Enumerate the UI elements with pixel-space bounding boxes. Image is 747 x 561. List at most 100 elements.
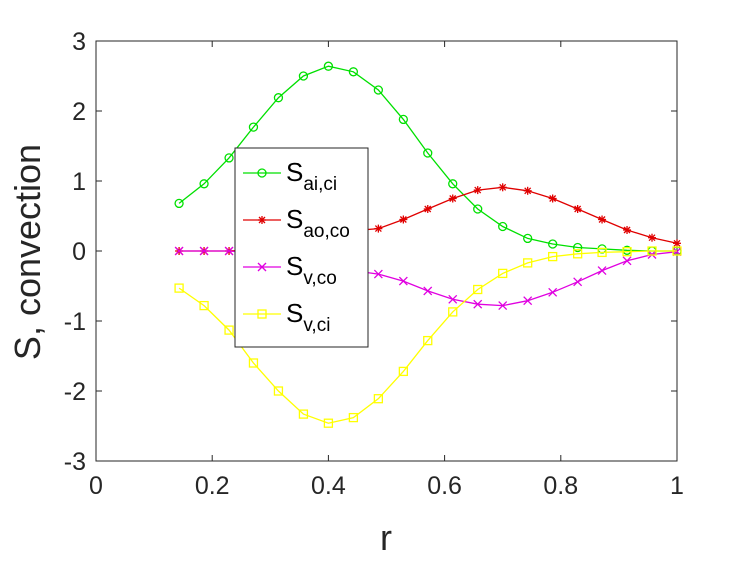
marker-square	[672, 246, 682, 256]
marker-circle	[199, 179, 209, 189]
data-point	[174, 198, 184, 209]
marker-square	[199, 300, 209, 311]
data-point	[572, 249, 583, 259]
data-point	[174, 246, 184, 256]
marker-circle	[248, 122, 259, 132]
data-point	[523, 186, 532, 195]
x-tick-label: 0.8	[543, 472, 578, 500]
x-tick-label: 0.6	[427, 472, 462, 500]
data-point	[348, 412, 359, 423]
marker-circle	[548, 239, 558, 249]
marker-asterisk-stroke	[374, 225, 382, 233]
marker-square	[323, 418, 334, 428]
data-point	[248, 358, 259, 368]
data-point	[523, 296, 533, 306]
marker-asterisk-stroke	[424, 205, 432, 213]
data-point	[199, 300, 209, 311]
data-point	[258, 216, 266, 224]
data-point	[273, 93, 284, 103]
data-point	[348, 67, 359, 77]
marker-x-stroke	[373, 269, 383, 279]
legend-label: Sao,co	[286, 204, 350, 242]
data-point	[448, 294, 458, 304]
marker-circle	[423, 148, 433, 158]
data-point	[323, 61, 334, 71]
marker-circle	[224, 153, 234, 163]
data-point	[622, 247, 632, 257]
data-point	[548, 239, 558, 249]
data-point	[473, 284, 483, 295]
data-point	[622, 256, 632, 266]
data-point	[548, 194, 557, 203]
series-line	[178, 65, 677, 252]
data-point	[398, 276, 408, 286]
marker-circle	[398, 114, 408, 125]
x-tick-label: 0.2	[195, 472, 230, 500]
x-tick-label: 1	[670, 472, 684, 500]
legend-label-subscript: ai,ci	[303, 174, 337, 195]
marker-circle	[473, 204, 483, 214]
marker-square	[523, 258, 533, 268]
marker-square	[597, 247, 607, 258]
marker-square	[498, 268, 508, 279]
marker-square	[348, 412, 359, 423]
marker-square	[273, 386, 284, 396]
data-point	[257, 168, 267, 178]
marker-square	[473, 284, 483, 295]
data-point	[448, 307, 458, 317]
data-point	[523, 258, 533, 268]
data-point	[672, 246, 682, 256]
marker-circle	[348, 67, 359, 77]
data-point	[647, 246, 657, 256]
y-tick-label: -1	[64, 308, 86, 336]
y-tick-label: 2	[72, 98, 86, 126]
marker-x-stroke	[597, 266, 607, 276]
legend-label-subscript: v,co	[303, 268, 336, 289]
data-point	[423, 335, 433, 346]
marker-asterisk-stroke	[258, 216, 266, 224]
legend-label-main: S	[286, 251, 303, 281]
data-point	[224, 246, 234, 256]
data-point	[548, 287, 558, 297]
data-point	[298, 71, 309, 81]
marker-asterisk-stroke	[673, 239, 681, 247]
marker-circle	[273, 93, 284, 103]
marker-square	[548, 251, 558, 262]
marker-x-stroke	[473, 299, 483, 309]
data-point	[473, 204, 483, 214]
data-point	[423, 205, 432, 213]
series-ai-ci	[174, 61, 682, 256]
legend-item: Sv,co	[243, 251, 337, 289]
y-tick-label: 1	[72, 168, 86, 196]
data-point	[373, 85, 384, 95]
marker-square	[622, 247, 632, 257]
data-point	[373, 269, 383, 279]
marker-x-stroke	[448, 294, 458, 304]
marker-square	[224, 325, 234, 335]
legend-label: Sv,co	[286, 251, 337, 289]
data-point	[399, 215, 408, 224]
data-point	[648, 233, 657, 242]
marker-x-stroke	[199, 246, 209, 256]
marker-square	[448, 307, 458, 317]
marker-circle	[257, 168, 267, 178]
marker-asterisk-stroke	[399, 216, 407, 223]
data-point	[423, 148, 433, 158]
y-tick-label: -2	[64, 378, 86, 406]
marker-asterisk-stroke	[549, 195, 557, 202]
marker-circle	[174, 198, 184, 209]
axes: 0 0.2 0.4 0.6 0.8 1 -3 -2 -1 0 1 2 3	[64, 28, 684, 500]
data-point	[398, 366, 408, 377]
legend-item: Sao,co	[243, 204, 350, 242]
marker-x-stroke	[257, 262, 267, 272]
marker-square	[257, 309, 267, 319]
data-point	[573, 277, 583, 287]
data-point	[597, 247, 607, 258]
legend-label: Sai,ci	[286, 157, 337, 195]
data-point	[448, 194, 457, 203]
marker-x-stroke	[622, 256, 632, 266]
marker-x-stroke	[498, 301, 508, 311]
data-point	[473, 299, 483, 309]
y-tick-label: 3	[72, 28, 86, 56]
